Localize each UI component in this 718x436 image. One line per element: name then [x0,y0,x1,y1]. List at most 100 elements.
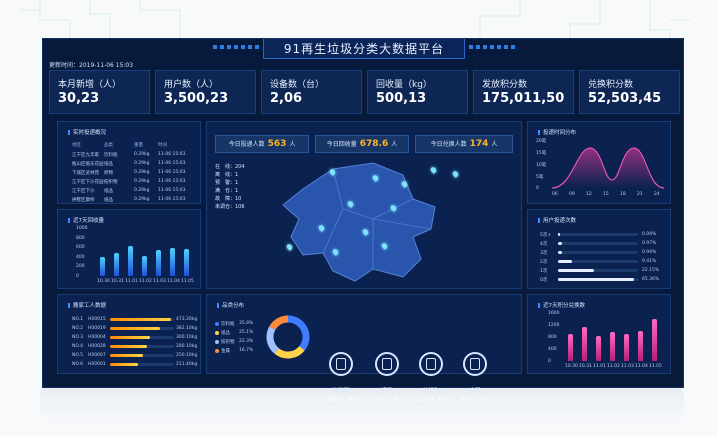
map-status-line: 未调仓：106 [215,204,245,210]
progress-fill [558,251,562,254]
table-cell: 纸品 [104,189,113,194]
y-tick: 1200 [548,323,560,328]
table-cell: 江干区下沙 [72,189,95,194]
x-tick: 18 [620,192,626,197]
collector-id: H00019 [88,326,106,331]
chart-bar [582,326,587,361]
panel-title: 用户投递次数 [538,216,576,224]
rank-label: NO.5 [72,353,84,358]
collector-value: 211.40kg [176,362,198,367]
y-tick: 15笔 [536,151,547,156]
category-item-label: 金属 [469,388,481,394]
rank-bar-track [110,363,174,366]
collector-value: 300.10kg [176,335,198,340]
y-tick: 0 [76,274,79,279]
y-tick: 800 [548,335,557,340]
row-value: 65.36% [642,277,660,282]
region-map [282,162,436,282]
rank-label: NO.6 [72,362,84,367]
table-cell: 下城区武林苑 [72,171,99,176]
y-tick: 10笔 [536,163,547,168]
legend-value: 25.1% [239,330,254,335]
legend-dot [215,340,219,344]
update-time: 更新时间：2019-11-06 15:03 [49,62,134,69]
legend-dot [215,331,219,335]
collector-id: H00015 [88,317,106,322]
stat-card: 兑换积分数 52,503,45 [579,70,680,114]
x-tick: 12 [586,192,592,197]
x-tick: 11.03 [621,364,634,369]
paper-icon [382,358,392,370]
category-item-value: 11254.6kg [413,395,449,403]
table-cell: 11-06 15:03 [158,161,186,166]
table-cell: 纸品 [104,198,113,203]
y-tick: 5笔 [536,175,544,180]
kpi-today-users: 今日投递人数 563 人 [215,135,309,153]
table-cell: 饮料瓶 [104,153,118,158]
x-tick: 11.05 [649,364,662,369]
donut-slice [287,315,310,351]
x-tick: 11.01 [593,364,606,369]
bottle-ring [329,352,353,376]
table-cell: 纸品 [104,162,113,167]
x-tick: 11.01 [125,279,138,284]
legend-label: 纸品 [221,331,230,336]
x-tick: 11.02 [139,279,152,284]
table-cell: 江干区九华家 [72,153,99,158]
y-tick: 400 [548,347,557,352]
progress-track [558,251,638,254]
y-tick: 1600 [548,311,560,316]
kpi-today-exchange: 今日兑换人数 174 人 [415,135,513,153]
weekly-recycle-panel: 近7天回收量 1000 800 600 400 200 0 10.30 10.31 11.01 1… [57,209,201,289]
panel-title: 品类分布 [217,301,244,309]
chart-bar [114,252,119,276]
y-tick: 0 [536,186,539,191]
map-status-line: 在 线：204 [215,164,245,170]
stat-card: 用户数（人） 3,500,23 [155,70,256,114]
screen-shadow [40,388,684,422]
weekly-points-panel: 近7天积分兑换数 1600 1200 800 400 0 10.30 10.31 11.01 1… [527,294,671,374]
collector-id: H00004 [88,335,106,340]
rank-label: NO.2 [72,326,84,331]
map-status-line: 满 仓：1 [215,188,239,194]
legend-label: 金属 [221,349,230,354]
chart-bar [128,246,133,276]
x-tick: 11.02 [607,364,620,369]
table-cell: 11-06 15:03 [158,170,186,175]
legend-label: 纺织物 [221,340,235,345]
collector-id: H00007 [88,353,106,358]
legend-dot [215,322,219,326]
x-tick: 10.30 [565,364,578,369]
x-tick: 11.05 [181,279,194,284]
progress-fill [558,233,560,236]
stat-card: 本月新增（人） 30,23 [49,70,150,114]
x-tick: 10.31 [111,279,124,284]
map-status-line: 预 警：1 [215,180,239,186]
chart-bar [568,334,573,361]
table-cell: 11-06 15:03 [158,188,186,193]
collector-value: 382.10kg [176,326,198,331]
category-item-label: 饮料瓶 [332,388,350,394]
y-tick: 400 [76,254,85,260]
table-cell: 11-06 15:03 [158,197,186,202]
table-cell: 0.29kg [134,170,150,175]
row-label: 5次+ [540,233,552,238]
chart-bar [652,319,657,361]
title-bar [263,39,465,59]
y-tick: 600 [76,245,85,251]
circuit-background [20,0,690,54]
map-status-line: 离 线：1 [215,172,239,178]
table-cell: 0.29kg [134,161,150,166]
legend-value: 35.8% [239,321,254,326]
x-tick: 24 [654,192,660,197]
stat-card: 设备数（台） 2,06 [261,70,362,114]
stat-card: 回收量（kg） 500,13 [367,70,468,114]
progress-track [558,233,638,236]
x-tick: 10.31 [579,364,592,369]
map-status-line: 故 障：10 [215,196,242,202]
chart-bar [610,331,615,361]
panel-title: 近7天积分兑换数 [538,301,585,309]
chart-bar [170,248,175,276]
donut-slice [266,326,280,354]
page-title: 91再生垃圾分类大数据平台 [283,42,445,56]
